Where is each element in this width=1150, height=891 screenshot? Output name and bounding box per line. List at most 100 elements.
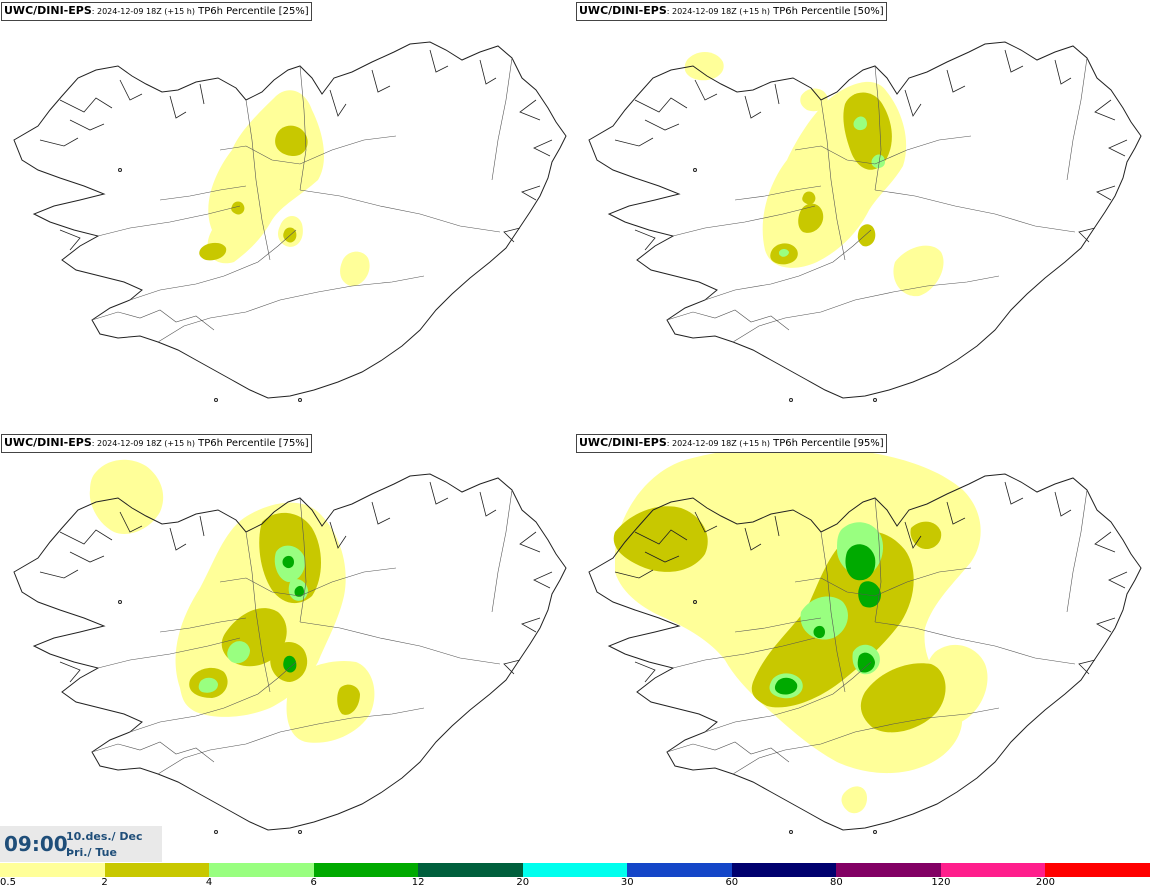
legend-ticks: 0.5 2 4 6 12 20 30 60 80 120 200 bbox=[0, 877, 1150, 891]
precip-area bbox=[340, 251, 370, 287]
road-line bbox=[666, 741, 790, 763]
road-line bbox=[820, 531, 846, 693]
coastline-detail bbox=[59, 661, 81, 683]
small-island bbox=[298, 830, 302, 834]
color-legend bbox=[0, 863, 1150, 877]
coastline-detail bbox=[39, 569, 79, 579]
coastline-detail bbox=[479, 491, 497, 517]
precip-area bbox=[227, 641, 250, 664]
coastline bbox=[588, 41, 1142, 399]
coastline-detail bbox=[1108, 571, 1128, 589]
legend-tick-label: 30 bbox=[620, 877, 634, 888]
coastline-detail bbox=[1108, 139, 1128, 157]
precip-area bbox=[800, 88, 828, 112]
precip-area bbox=[613, 506, 708, 572]
coastline-detail bbox=[533, 571, 553, 589]
iceland-map bbox=[13, 459, 567, 834]
precip-contours bbox=[89, 459, 375, 743]
road-line bbox=[874, 65, 882, 191]
coastline-detail bbox=[119, 511, 143, 533]
road-line bbox=[299, 497, 307, 623]
precip-contours bbox=[199, 90, 370, 287]
precip-area bbox=[813, 625, 825, 639]
coastline-detail bbox=[519, 99, 541, 121]
precip-area bbox=[800, 596, 848, 640]
road-line bbox=[491, 489, 513, 613]
coastline-detail bbox=[533, 139, 553, 157]
coastline-detail bbox=[59, 229, 81, 251]
road-line bbox=[91, 309, 215, 331]
small-island bbox=[693, 168, 697, 172]
valid-weekday: Þri./ Tue bbox=[66, 846, 117, 859]
coastline-detail bbox=[521, 617, 541, 633]
coastline-detail bbox=[503, 659, 521, 675]
coastline-detail bbox=[521, 185, 541, 201]
precip-area bbox=[798, 203, 824, 233]
precip-area bbox=[774, 677, 798, 695]
small-island bbox=[789, 830, 793, 834]
road-line bbox=[672, 205, 816, 237]
road-line bbox=[491, 57, 513, 181]
legend-swatch-10 bbox=[1045, 863, 1150, 877]
road-line bbox=[245, 531, 271, 693]
coastline-detail bbox=[329, 521, 347, 549]
road-line bbox=[1066, 489, 1088, 613]
map-panel-p25: UWC/DINI-EPS: 2024-12-09 18Z (+15 h) TP6… bbox=[0, 0, 573, 430]
precip-area bbox=[857, 224, 876, 247]
coastline-detail bbox=[1094, 99, 1116, 121]
precip-area bbox=[199, 242, 227, 261]
road-line bbox=[672, 637, 816, 669]
road-line bbox=[732, 275, 1000, 343]
coastline-detail bbox=[634, 97, 688, 113]
road-line bbox=[299, 621, 501, 665]
road-line bbox=[704, 229, 872, 301]
road-line bbox=[1066, 57, 1088, 181]
legend-tick-label: 6 bbox=[310, 877, 317, 888]
coastline-detail bbox=[694, 79, 718, 101]
coastline bbox=[13, 473, 567, 831]
road-line bbox=[704, 661, 872, 733]
coastline-detail bbox=[634, 661, 656, 683]
coastline-detail bbox=[694, 511, 718, 533]
road-line bbox=[794, 567, 972, 597]
road-line bbox=[794, 135, 972, 165]
coastline-detail bbox=[1054, 491, 1072, 517]
coastline-detail bbox=[329, 89, 347, 117]
road-line bbox=[129, 229, 297, 301]
precip-area bbox=[615, 445, 981, 774]
coastline-detail bbox=[169, 527, 187, 551]
road-line bbox=[91, 741, 215, 763]
small-island bbox=[118, 600, 122, 604]
road-line bbox=[874, 621, 1076, 665]
road-line bbox=[732, 707, 1000, 775]
road-line bbox=[157, 275, 425, 343]
legend-swatch-4 bbox=[418, 863, 523, 877]
coastline-detail bbox=[69, 119, 105, 131]
precip-area bbox=[286, 660, 375, 743]
coastline-detail bbox=[634, 529, 688, 545]
coastline-detail bbox=[644, 551, 680, 563]
coastline-detail bbox=[774, 515, 780, 537]
legend-tick-label: 20 bbox=[516, 877, 530, 888]
legend-swatch-0 bbox=[0, 863, 105, 877]
coastline-detail bbox=[1096, 185, 1116, 201]
small-island bbox=[214, 398, 218, 402]
coastline-detail bbox=[904, 89, 922, 117]
small-island bbox=[693, 600, 697, 604]
panel-title: UWC/DINI-EPS: 2024-12-09 18Z (+15 h) TP6… bbox=[1, 434, 312, 453]
valid-date: 10.des./ Dec bbox=[66, 830, 143, 843]
precip-area bbox=[841, 786, 867, 814]
legend-swatch-3 bbox=[313, 863, 419, 877]
precip-area bbox=[198, 677, 218, 693]
coastline-detail bbox=[1004, 49, 1024, 73]
coastline-detail bbox=[904, 521, 922, 549]
road-line bbox=[874, 189, 1076, 233]
coastline-detail bbox=[644, 119, 680, 131]
coastline-detail bbox=[119, 79, 143, 101]
valid-time: 09:00 bbox=[4, 832, 68, 856]
legend-swatch-2 bbox=[209, 863, 314, 877]
coastline-detail bbox=[199, 83, 205, 105]
road-line bbox=[219, 567, 397, 597]
precip-area bbox=[231, 201, 245, 215]
road-line bbox=[245, 99, 271, 261]
